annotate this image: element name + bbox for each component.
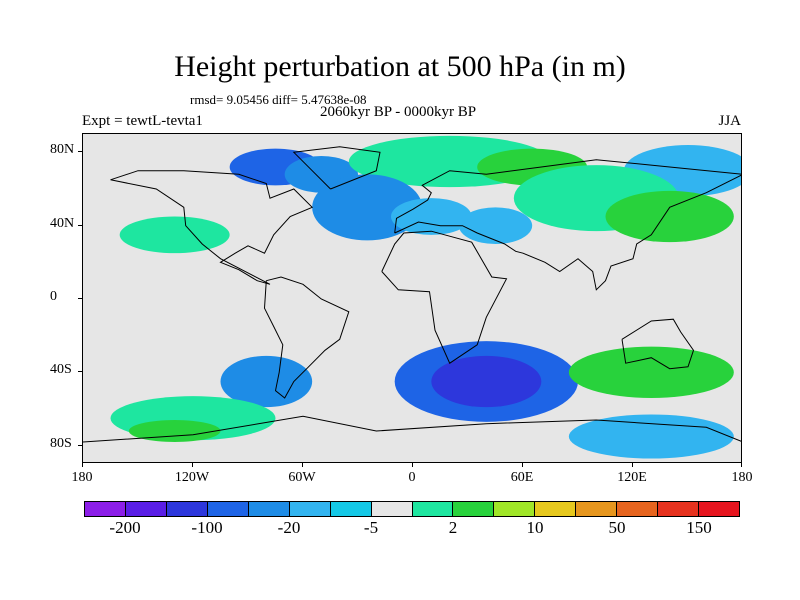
coastline bbox=[292, 146, 381, 190]
colorbar-cell bbox=[453, 502, 495, 516]
lon-tick bbox=[741, 462, 742, 467]
colorbar-cell bbox=[371, 502, 413, 516]
colorbar bbox=[84, 501, 740, 517]
colorbar-cell bbox=[535, 502, 577, 516]
lon-tick-label: 180 bbox=[731, 470, 753, 485]
anomaly-region bbox=[110, 137, 276, 197]
stats-text: rmsd= 9.05456 diff= 5.47638e-08 bbox=[190, 92, 367, 107]
colorbar-cell bbox=[248, 502, 290, 516]
anomaly-region bbox=[92, 332, 184, 376]
coastline bbox=[621, 318, 695, 370]
lon-tick-label: 60E bbox=[510, 470, 534, 485]
coastline bbox=[263, 276, 350, 399]
colorbar-cell bbox=[85, 502, 126, 516]
lon-tick-label: 60W bbox=[288, 470, 316, 485]
anomaly-region bbox=[568, 346, 734, 398]
colorbar-label: 50 bbox=[608, 518, 626, 537]
lon-tick bbox=[302, 462, 303, 467]
anomaly-region bbox=[458, 207, 533, 244]
lat-tick-label: 0 bbox=[50, 289, 57, 304]
coastline bbox=[83, 415, 741, 443]
lon-tick bbox=[412, 462, 413, 467]
experiment-label: Expt = tewtL-tevta1 bbox=[82, 113, 203, 129]
colorbar-label: -200 bbox=[109, 518, 141, 537]
plot-title: Height perturbation at 500 hPa (in m) bbox=[174, 50, 626, 83]
lat-tick bbox=[78, 224, 83, 226]
lat-tick-label: 80N bbox=[50, 142, 75, 158]
colorbar-cell bbox=[289, 502, 331, 516]
anomaly-region bbox=[128, 420, 221, 442]
colorbar-cell bbox=[576, 502, 618, 516]
lon-tick-label: 180 bbox=[71, 470, 93, 485]
lat-tick-label: 40S bbox=[50, 362, 72, 378]
anomaly-region bbox=[220, 355, 313, 408]
anomaly-region bbox=[119, 216, 230, 254]
colorbar-cell bbox=[617, 502, 659, 516]
lon-tick-label: 0 bbox=[408, 470, 416, 485]
lon-tick bbox=[522, 462, 523, 467]
lon-tick bbox=[82, 462, 83, 467]
map-panel bbox=[82, 133, 742, 463]
season-label: JJA bbox=[718, 113, 741, 129]
lon-tick bbox=[632, 462, 633, 467]
colorbar-label: -20 bbox=[277, 518, 301, 537]
anomaly-region bbox=[605, 190, 734, 243]
colorbar-label: -100 bbox=[191, 518, 223, 537]
coastline bbox=[394, 159, 741, 291]
colorbar-label: -5 bbox=[363, 518, 379, 537]
colorbar-label: 10 bbox=[526, 518, 544, 537]
coastline bbox=[110, 170, 314, 285]
lat-tick bbox=[78, 444, 83, 446]
colorbar-cell bbox=[125, 502, 167, 516]
colorbar-label: 2 bbox=[448, 518, 458, 537]
colorbar-cell bbox=[207, 502, 249, 516]
period-text: 2060kyr BP - 0000kyr BP bbox=[320, 104, 477, 120]
lat-tick-label: 40N bbox=[50, 215, 75, 231]
lat-tick bbox=[78, 151, 83, 153]
field-plot bbox=[83, 135, 741, 459]
colorbar-cell bbox=[330, 502, 372, 516]
lon-tick-label: 120W bbox=[174, 470, 210, 485]
colorbar-cell bbox=[699, 502, 739, 516]
anomaly-region bbox=[431, 355, 542, 408]
colorbar-cell bbox=[412, 502, 454, 516]
lat-tick bbox=[78, 298, 83, 299]
lat-tick bbox=[78, 371, 83, 373]
colorbar-cell bbox=[166, 502, 208, 516]
anomaly-region bbox=[568, 414, 734, 459]
coastline bbox=[381, 230, 508, 364]
colorbar-cell bbox=[494, 502, 536, 516]
colorbar-label: 150 bbox=[686, 518, 712, 537]
lat-tick-label: 80S bbox=[50, 435, 72, 451]
colorbar-cell bbox=[658, 502, 700, 516]
lon-tick-label: 120E bbox=[617, 470, 647, 485]
lon-tick bbox=[192, 462, 193, 467]
